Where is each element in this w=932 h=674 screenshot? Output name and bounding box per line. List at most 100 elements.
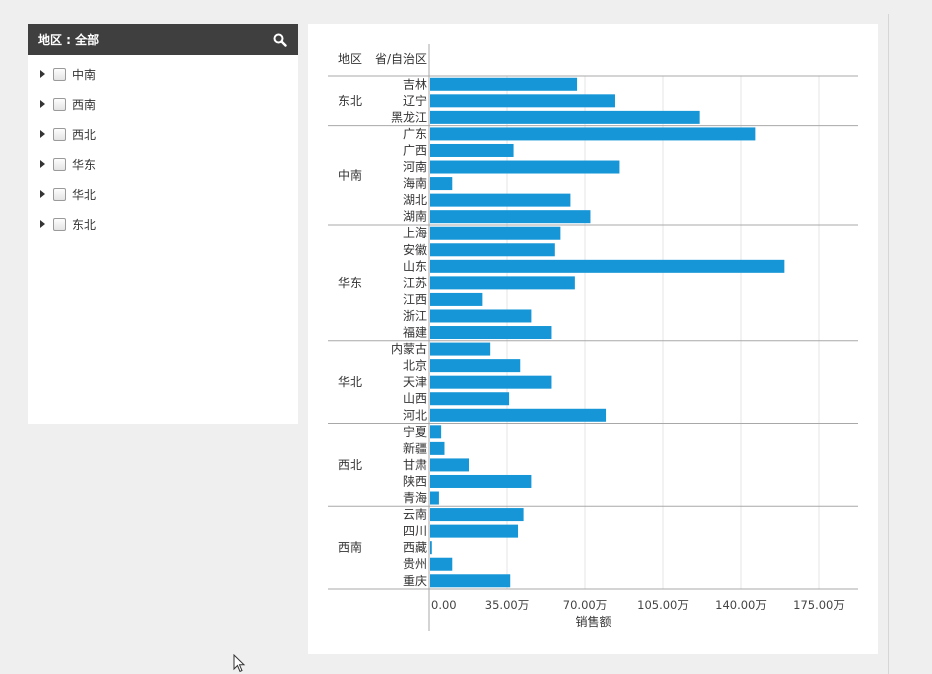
bar-江西[interactable] (430, 292, 483, 306)
province-label: 四川 (403, 524, 427, 538)
province-label: 辽宁 (403, 93, 427, 108)
province-label: 吉林 (403, 77, 427, 91)
province-label: 湖南 (403, 209, 427, 224)
province-label: 北京 (403, 359, 427, 373)
expand-caret-icon[interactable] (40, 190, 45, 198)
province-label: 海南 (403, 176, 427, 191)
province-label: 浙江 (403, 309, 427, 323)
province-label: 江苏 (403, 276, 427, 290)
province-label: 江西 (403, 292, 427, 306)
province-label: 陕西 (403, 473, 427, 488)
bar-浙江[interactable] (430, 309, 532, 323)
x-tick-label: 105.00万 (637, 598, 689, 612)
province-label: 广东 (403, 127, 427, 141)
x-tick-label: 175.00万 (793, 598, 845, 612)
province-label: 山西 (403, 392, 427, 406)
province-label: 湖北 (403, 192, 427, 207)
province-label: 云南 (403, 507, 427, 522)
province-label: 甘肃 (403, 458, 427, 472)
expand-caret-icon[interactable] (40, 130, 45, 138)
province-label: 山东 (403, 259, 427, 273)
bar-江苏[interactable] (430, 276, 575, 290)
province-label: 贵州 (403, 557, 427, 571)
mouse-cursor-icon (233, 653, 247, 674)
region-checkbox[interactable] (53, 187, 66, 201)
expand-caret-icon[interactable] (40, 160, 45, 168)
filter-header: 地区 : 全部 (28, 24, 298, 55)
bar-贵州[interactable] (430, 557, 453, 571)
expand-caret-icon[interactable] (40, 100, 45, 108)
tree-item-label: 西北 (72, 127, 97, 142)
region-checkbox[interactable] (53, 67, 66, 81)
expand-caret-icon[interactable] (40, 220, 45, 228)
bar-山西[interactable] (430, 392, 510, 406)
province-label: 黑龙江 (391, 110, 427, 124)
region-label: 华北 (338, 375, 362, 389)
bar-宁夏[interactable] (430, 425, 442, 439)
tree-item-huadong[interactable]: 华东 (28, 149, 298, 179)
province-label: 重庆 (403, 574, 427, 588)
bar-安徽[interactable] (430, 243, 555, 257)
province-label: 天津 (403, 375, 427, 389)
province-label: 河北 (403, 408, 427, 422)
bar-河南[interactable] (430, 160, 620, 174)
tree-item-zhongnan[interactable]: 中南 (28, 59, 298, 89)
x-tick-label: 0.00 (431, 598, 457, 612)
tree-item-dongbei[interactable]: 东北 (28, 209, 298, 239)
bar-湖南[interactable] (430, 210, 591, 224)
tree-item-label: 中南 (72, 67, 97, 82)
bar-四川[interactable] (430, 524, 519, 538)
province-label: 上海 (403, 225, 427, 240)
bar-广西[interactable] (430, 143, 514, 157)
tree-item-label: 华北 (72, 187, 97, 202)
province-label: 内蒙古 (391, 341, 427, 356)
region-label: 东北 (338, 94, 362, 108)
bar-甘肃[interactable] (430, 458, 469, 472)
tree-item-label: 华东 (72, 157, 97, 172)
region-tree: 中南 西南 西北 华东 华北 东北 (28, 55, 298, 239)
province-label: 西藏 (403, 541, 427, 555)
bar-新疆[interactable] (430, 441, 445, 455)
bar-上海[interactable] (430, 226, 561, 240)
bar-天津[interactable] (430, 375, 552, 389)
x-axis-title: 销售额 (575, 614, 611, 629)
region-checkbox[interactable] (53, 217, 66, 231)
province-label: 宁夏 (403, 424, 427, 439)
bar-内蒙古[interactable] (430, 342, 491, 356)
search-icon[interactable] (272, 32, 288, 48)
bar-西藏[interactable] (430, 541, 432, 555)
region-label: 中南 (338, 167, 362, 182)
x-tick-label: 70.00万 (563, 598, 607, 612)
bar-吉林[interactable] (430, 77, 578, 91)
bar-辽宁[interactable] (430, 94, 615, 108)
bar-河北[interactable] (430, 408, 607, 422)
tree-item-label: 西南 (72, 97, 97, 112)
chart-panel: 地区 省/自治区 吉林 辽宁 黑龙江 东北 广东 广西 河南 海南 湖北 湖南 中南 上海 安徽 山东 江苏 江西… (308, 24, 878, 654)
bar-云南[interactable] (430, 508, 524, 522)
bar-福建[interactable] (430, 326, 552, 340)
region-checkbox[interactable] (53, 157, 66, 171)
bar-山东[interactable] (430, 259, 785, 273)
tree-item-xibei[interactable]: 西北 (28, 119, 298, 149)
header-province-label: 省/自治区 (375, 52, 427, 66)
bar-重庆[interactable] (430, 574, 511, 588)
region-checkbox[interactable] (53, 127, 66, 141)
tree-item-xinan[interactable]: 西南 (28, 89, 298, 119)
region-label: 西南 (338, 540, 362, 555)
tree-item-huabei[interactable]: 华北 (28, 179, 298, 209)
tree-item-label: 东北 (72, 217, 97, 232)
bar-湖北[interactable] (430, 193, 571, 207)
expand-caret-icon[interactable] (40, 70, 45, 78)
bar-北京[interactable] (430, 359, 521, 373)
region-filter-panel: 地区 : 全部 中南 西南 西北 华东 (28, 24, 298, 424)
bar-青海[interactable] (430, 491, 439, 505)
region-label: 西北 (338, 458, 362, 472)
bar-陕西[interactable] (430, 474, 532, 488)
bar-广东[interactable] (430, 127, 756, 141)
bar-海南[interactable] (430, 177, 453, 191)
bar-黑龙江[interactable] (430, 110, 700, 124)
province-label: 新疆 (403, 440, 427, 455)
page-scrollbar-edge (888, 14, 889, 674)
region-checkbox[interactable] (53, 97, 66, 111)
